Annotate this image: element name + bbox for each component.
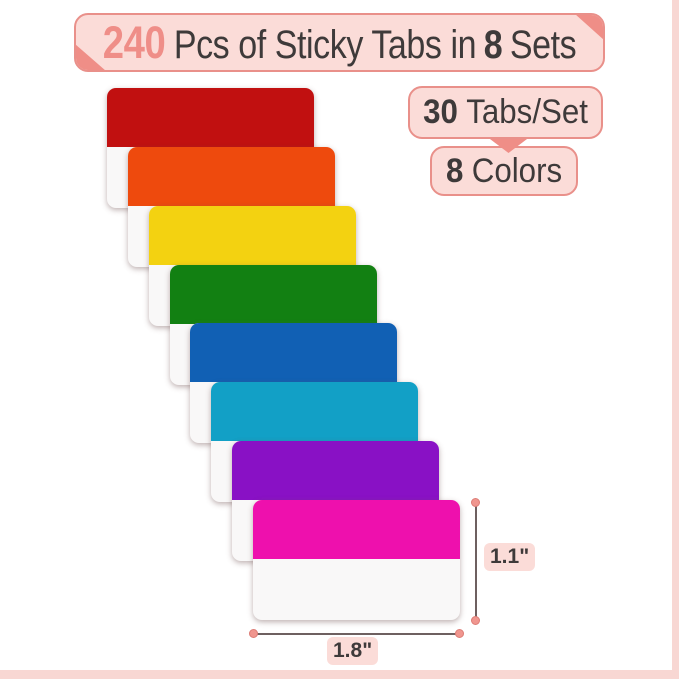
- header-banner: 240 Pcs of Sticky Tabs in 8 Sets: [74, 13, 605, 72]
- banner-sets-word: Sets: [509, 22, 577, 67]
- tab-color-area-magenta: [253, 500, 460, 559]
- tab-color-area-blue: [190, 323, 397, 382]
- tab-color-area-purple: [232, 441, 439, 500]
- badge-tabs-per-set-number: 30: [423, 93, 458, 131]
- width-dimension-line: [257, 633, 456, 635]
- tab-color-area-red: [107, 88, 314, 147]
- badge-colors-text: 8 Colors: [446, 152, 562, 191]
- banner-piece-count: 240: [102, 16, 166, 68]
- badge-tabs-per-set: 30 Tabs/Set: [408, 86, 603, 139]
- dimension-endpoint-dot: [455, 629, 464, 638]
- tab-color-area-green: [170, 265, 377, 324]
- badge-colors: 8 Colors: [430, 146, 578, 196]
- sticky-tab-magenta: [253, 500, 460, 620]
- banner-middle-text: Pcs of Sticky Tabs in: [173, 22, 477, 67]
- tab-color-area-orange: [128, 147, 335, 206]
- banner-title: 240 Pcs of Sticky Tabs in 8 Sets: [102, 16, 577, 69]
- page-edge-accent-right: [672, 0, 679, 679]
- badge-tabs-per-set-label: Tabs/Set: [466, 93, 588, 131]
- banner-fold-bottom-left: [76, 44, 106, 70]
- height-dimension-line: [475, 506, 477, 618]
- badge-colors-number: 8: [445, 151, 464, 190]
- dimension-endpoint-dot: [471, 498, 480, 507]
- width-dimension-label: 1.8": [327, 637, 379, 665]
- tab-color-area-sky-blue: [211, 382, 418, 441]
- badge-tabs-per-set-text: 30 Tabs/Set: [423, 93, 588, 132]
- tab-color-area-yellow: [149, 206, 356, 265]
- dimension-endpoint-dot: [249, 629, 258, 638]
- banner-sets-number: 8: [483, 22, 503, 67]
- dimension-endpoint-dot: [471, 616, 480, 625]
- height-dimension-label: 1.1": [484, 543, 536, 571]
- banner-fold-top-right: [575, 15, 603, 40]
- page-edge-accent-bottom: [0, 670, 679, 679]
- badge-colors-label: Colors: [471, 151, 563, 190]
